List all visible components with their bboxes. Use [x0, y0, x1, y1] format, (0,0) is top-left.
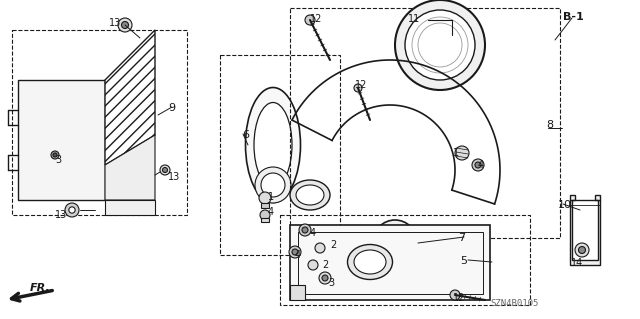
Circle shape	[65, 203, 79, 217]
Circle shape	[122, 21, 129, 28]
Text: 12: 12	[310, 14, 323, 24]
Text: 9: 9	[168, 103, 175, 113]
Circle shape	[160, 165, 170, 175]
Circle shape	[260, 210, 270, 220]
Circle shape	[412, 17, 468, 73]
Circle shape	[373, 220, 417, 264]
Bar	[12, 30, 187, 215]
Polygon shape	[570, 195, 600, 265]
Text: 13: 13	[168, 172, 180, 182]
Bar	[220, 55, 340, 255]
Text: 4: 4	[295, 250, 301, 260]
Text: 10: 10	[558, 200, 572, 210]
Text: 12: 12	[453, 293, 465, 303]
Text: 1: 1	[268, 192, 274, 202]
Text: 8: 8	[546, 120, 553, 130]
Circle shape	[395, 0, 485, 90]
Ellipse shape	[354, 250, 386, 274]
Polygon shape	[105, 30, 155, 165]
Circle shape	[51, 151, 59, 159]
Bar	[290, 285, 305, 300]
Text: 3: 3	[55, 155, 61, 165]
Polygon shape	[18, 80, 105, 200]
Text: SZN4B0105: SZN4B0105	[490, 299, 538, 308]
Circle shape	[292, 249, 298, 255]
Text: 6: 6	[242, 130, 249, 140]
Text: B-1: B-1	[563, 12, 584, 22]
Circle shape	[319, 272, 331, 284]
Bar	[298, 232, 483, 294]
Circle shape	[255, 167, 291, 203]
Circle shape	[261, 173, 285, 197]
Bar	[290, 225, 490, 300]
Bar	[290, 8, 560, 238]
Text: 3: 3	[328, 278, 334, 288]
Circle shape	[299, 224, 311, 236]
Circle shape	[450, 290, 460, 300]
Text: 2: 2	[330, 240, 336, 250]
Circle shape	[579, 247, 586, 254]
Circle shape	[322, 275, 328, 281]
Text: 4: 4	[268, 207, 274, 217]
Polygon shape	[105, 135, 155, 200]
Text: 12: 12	[355, 80, 367, 90]
Ellipse shape	[246, 87, 301, 203]
Circle shape	[472, 159, 484, 171]
Circle shape	[354, 84, 362, 92]
Circle shape	[405, 10, 475, 80]
Text: 2: 2	[322, 260, 328, 270]
Circle shape	[53, 153, 57, 157]
Circle shape	[305, 15, 315, 25]
Circle shape	[315, 243, 325, 253]
Circle shape	[163, 167, 168, 173]
Text: 11: 11	[408, 14, 420, 24]
Text: 1: 1	[453, 148, 459, 158]
Circle shape	[259, 192, 271, 204]
Circle shape	[69, 207, 75, 213]
Ellipse shape	[290, 180, 330, 210]
Bar	[261, 218, 269, 222]
Circle shape	[118, 18, 132, 32]
Text: 5: 5	[460, 256, 467, 266]
Ellipse shape	[348, 244, 392, 279]
Circle shape	[302, 227, 308, 233]
Ellipse shape	[296, 185, 324, 205]
Circle shape	[455, 146, 469, 160]
Text: 13: 13	[55, 210, 67, 220]
Polygon shape	[105, 200, 155, 215]
Text: 14: 14	[571, 258, 583, 268]
Text: FR.: FR.	[30, 283, 51, 293]
Circle shape	[379, 226, 411, 258]
Ellipse shape	[254, 102, 292, 188]
Circle shape	[308, 260, 318, 270]
Circle shape	[418, 23, 462, 67]
Text: 4: 4	[310, 228, 316, 238]
Text: 4: 4	[478, 160, 484, 170]
Circle shape	[475, 162, 481, 168]
Circle shape	[575, 243, 589, 257]
Bar	[261, 203, 269, 208]
Text: 13: 13	[109, 18, 121, 28]
Bar	[280, 215, 530, 305]
Text: 7: 7	[458, 233, 465, 243]
Circle shape	[289, 246, 301, 258]
